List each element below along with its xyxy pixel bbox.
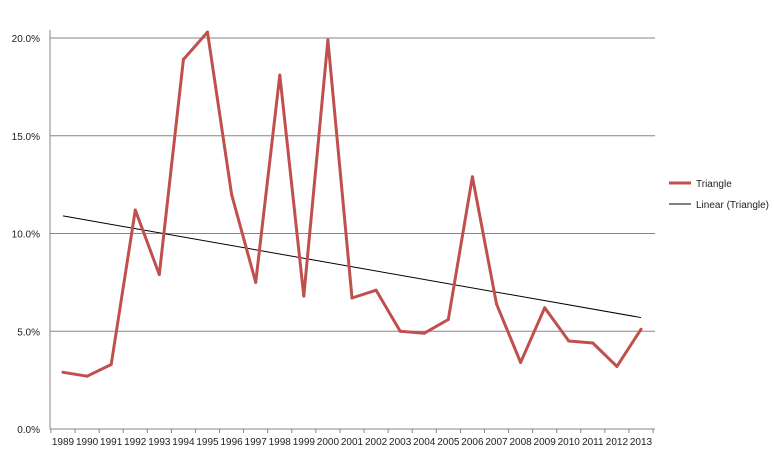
x-tick-label: 2005 xyxy=(437,437,460,448)
data-point xyxy=(230,192,234,196)
trendline-layer xyxy=(62,215,642,319)
y-tick-labels: 0.0% 5.0% 10.0% 15.0% 20.0% xyxy=(12,34,40,436)
data-point xyxy=(181,58,185,62)
data-point xyxy=(206,30,209,34)
x-tick-label: 1990 xyxy=(76,437,99,448)
data-point xyxy=(157,273,161,277)
x-tick-label: 2009 xyxy=(534,437,557,448)
x-tick-label: 2007 xyxy=(485,437,508,448)
x-tick-label: 1995 xyxy=(196,437,219,448)
data-point xyxy=(446,318,450,322)
x-tick-label: 1992 xyxy=(124,437,147,448)
x-tick-label: 1998 xyxy=(269,437,292,448)
data-point xyxy=(61,370,65,374)
legend-label-trendline: Linear (Triangle) xyxy=(696,200,769,211)
data-point xyxy=(302,294,306,298)
trendline-linear xyxy=(62,215,642,319)
x-tick-label: 1996 xyxy=(220,437,243,448)
x-tick-label: 1994 xyxy=(172,437,195,448)
x-tick-label: 2002 xyxy=(365,437,388,448)
x-tick-label: 1997 xyxy=(245,437,268,448)
x-tick-label: 2004 xyxy=(413,437,436,448)
data-point xyxy=(254,280,258,284)
legend: Triangle Linear (Triangle) xyxy=(669,179,769,211)
data-point xyxy=(543,306,547,310)
x-tick-label: 1999 xyxy=(293,437,316,448)
series-line-triangle xyxy=(62,30,643,378)
y-tick-label: 20.0% xyxy=(12,34,40,45)
data-point xyxy=(326,38,330,42)
x-tick-label: 2011 xyxy=(582,437,604,448)
x-tick-label: 2010 xyxy=(558,437,581,448)
x-tick-label: 1991 xyxy=(100,437,123,448)
gridlines xyxy=(50,37,655,332)
data-point xyxy=(519,361,523,365)
y-tick-label: 5.0% xyxy=(17,327,40,338)
data-point xyxy=(85,374,89,378)
legend-label-triangle: Triangle xyxy=(696,179,732,190)
x-tick-labels: 1989 1990 1991 1992 1993 1994 1995 1996 1997 1998… xyxy=(52,437,653,448)
data-point xyxy=(278,73,282,77)
series-layer xyxy=(61,30,643,378)
data-point xyxy=(398,329,402,333)
x-tick-label: 2012 xyxy=(606,437,629,448)
y-tick-label: 15.0% xyxy=(12,132,40,143)
data-point xyxy=(109,362,113,366)
data-point xyxy=(350,296,354,300)
y-tick-label: 10.0% xyxy=(12,230,40,241)
data-point xyxy=(374,288,378,292)
x-tick-label: 2001 xyxy=(341,437,364,448)
data-point xyxy=(422,331,426,335)
axes xyxy=(49,30,655,433)
x-tick-label: 2000 xyxy=(317,437,340,448)
x-tick-label: 2008 xyxy=(509,437,532,448)
data-point xyxy=(495,302,498,306)
data-point xyxy=(133,208,137,212)
data-point xyxy=(615,364,619,368)
x-tick-label: 2013 xyxy=(630,437,653,448)
data-point xyxy=(470,175,474,179)
x-tick-label: 2006 xyxy=(461,437,484,448)
y-tick-label: 0.0% xyxy=(17,425,40,436)
x-tick-label: 2003 xyxy=(389,437,412,448)
x-tick-label: 1993 xyxy=(148,437,171,448)
data-point xyxy=(639,327,643,331)
data-point xyxy=(567,339,571,343)
data-point xyxy=(591,341,595,345)
x-tick-label: 1989 xyxy=(52,437,75,448)
